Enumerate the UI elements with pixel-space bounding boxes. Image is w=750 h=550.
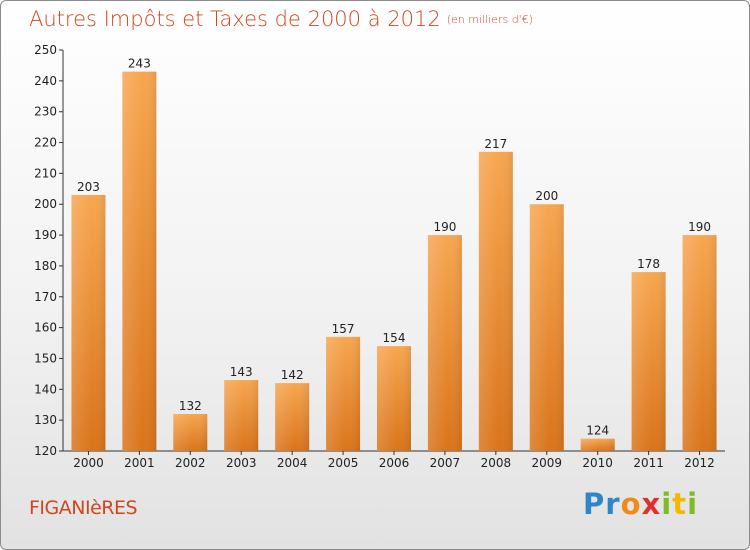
y-tick-label: 220 xyxy=(34,136,57,150)
y-tick-label: 170 xyxy=(34,290,57,304)
bar-shade xyxy=(275,383,310,451)
chart-title-text: Autres Impôts et Taxes de 2000 à 2012 xyxy=(29,7,441,31)
logo-letter: P xyxy=(583,487,606,521)
bar-value-label: 124 xyxy=(586,424,609,438)
x-tick-label: 2001 xyxy=(124,456,155,470)
bar-value-label: 157 xyxy=(332,322,355,336)
x-tick-label: 2007 xyxy=(430,456,461,470)
bar-value-label: 217 xyxy=(484,137,507,151)
y-tick-label: 190 xyxy=(34,228,57,242)
x-tick-label: 2003 xyxy=(226,456,257,470)
x-tick-label: 2002 xyxy=(175,456,206,470)
logo-letter: t xyxy=(672,487,688,521)
bar-shade xyxy=(631,272,666,451)
y-tick-label: 240 xyxy=(34,74,57,88)
x-tick-label: 2010 xyxy=(582,456,613,470)
y-tick-label: 120 xyxy=(34,444,57,458)
x-tick-label: 2004 xyxy=(277,456,308,470)
logo-letter: x xyxy=(641,487,662,521)
bar-value-label: 243 xyxy=(128,57,151,71)
y-tick-label: 130 xyxy=(34,413,57,427)
y-tick-label: 230 xyxy=(34,105,57,119)
y-tick-label: 250 xyxy=(34,43,57,57)
x-tick-label: 2012 xyxy=(684,456,715,470)
bar-shade xyxy=(682,235,717,451)
bar-shade xyxy=(377,346,411,451)
logo-letter: i xyxy=(687,487,699,521)
logo-letter: r xyxy=(605,487,621,521)
bar-value-label: 190 xyxy=(433,220,456,234)
bar-value-label: 132 xyxy=(179,399,202,413)
bar-value-label: 142 xyxy=(281,368,304,382)
bar-value-label: 154 xyxy=(383,331,406,345)
x-tick-label: 2009 xyxy=(531,456,562,470)
bar-value-label: 200 xyxy=(535,189,558,203)
bar-value-label: 203 xyxy=(77,180,100,194)
x-tick-label: 2011 xyxy=(633,456,664,470)
x-tick-label: 2006 xyxy=(379,456,410,470)
bar-value-label: 178 xyxy=(637,257,660,271)
x-tick-label: 2008 xyxy=(481,456,512,470)
bar-shade xyxy=(478,151,513,452)
x-tick-label: 2005 xyxy=(328,456,359,470)
chart-unit: (en milliers d'€) xyxy=(446,13,533,26)
bar-shade xyxy=(224,380,259,451)
proxiti-logo: Proxiti xyxy=(583,487,698,521)
bar-shade xyxy=(580,438,615,451)
logo-letter: i xyxy=(661,487,673,521)
y-tick-label: 160 xyxy=(34,321,57,335)
bar-shade xyxy=(71,194,106,451)
bar-value-label: 143 xyxy=(230,365,253,379)
chart-title: Autres Impôts et Taxes de 2000 à 2012 (en… xyxy=(29,7,533,31)
bar-shade xyxy=(326,336,361,451)
logo-letter: o xyxy=(620,487,642,521)
x-tick-label: 2000 xyxy=(73,456,104,470)
y-tick-label: 210 xyxy=(34,166,57,180)
y-tick-label: 140 xyxy=(34,382,57,396)
y-tick-label: 180 xyxy=(34,259,57,273)
bar-shade xyxy=(122,71,157,451)
commune-name: FIGANIèRES xyxy=(29,497,138,519)
y-tick-label: 150 xyxy=(34,351,57,365)
bar-shade xyxy=(427,235,462,451)
y-tick-label: 200 xyxy=(34,197,57,211)
bar-value-label: 190 xyxy=(688,220,711,234)
bar-shade xyxy=(173,413,208,451)
bar-shade xyxy=(529,204,564,451)
